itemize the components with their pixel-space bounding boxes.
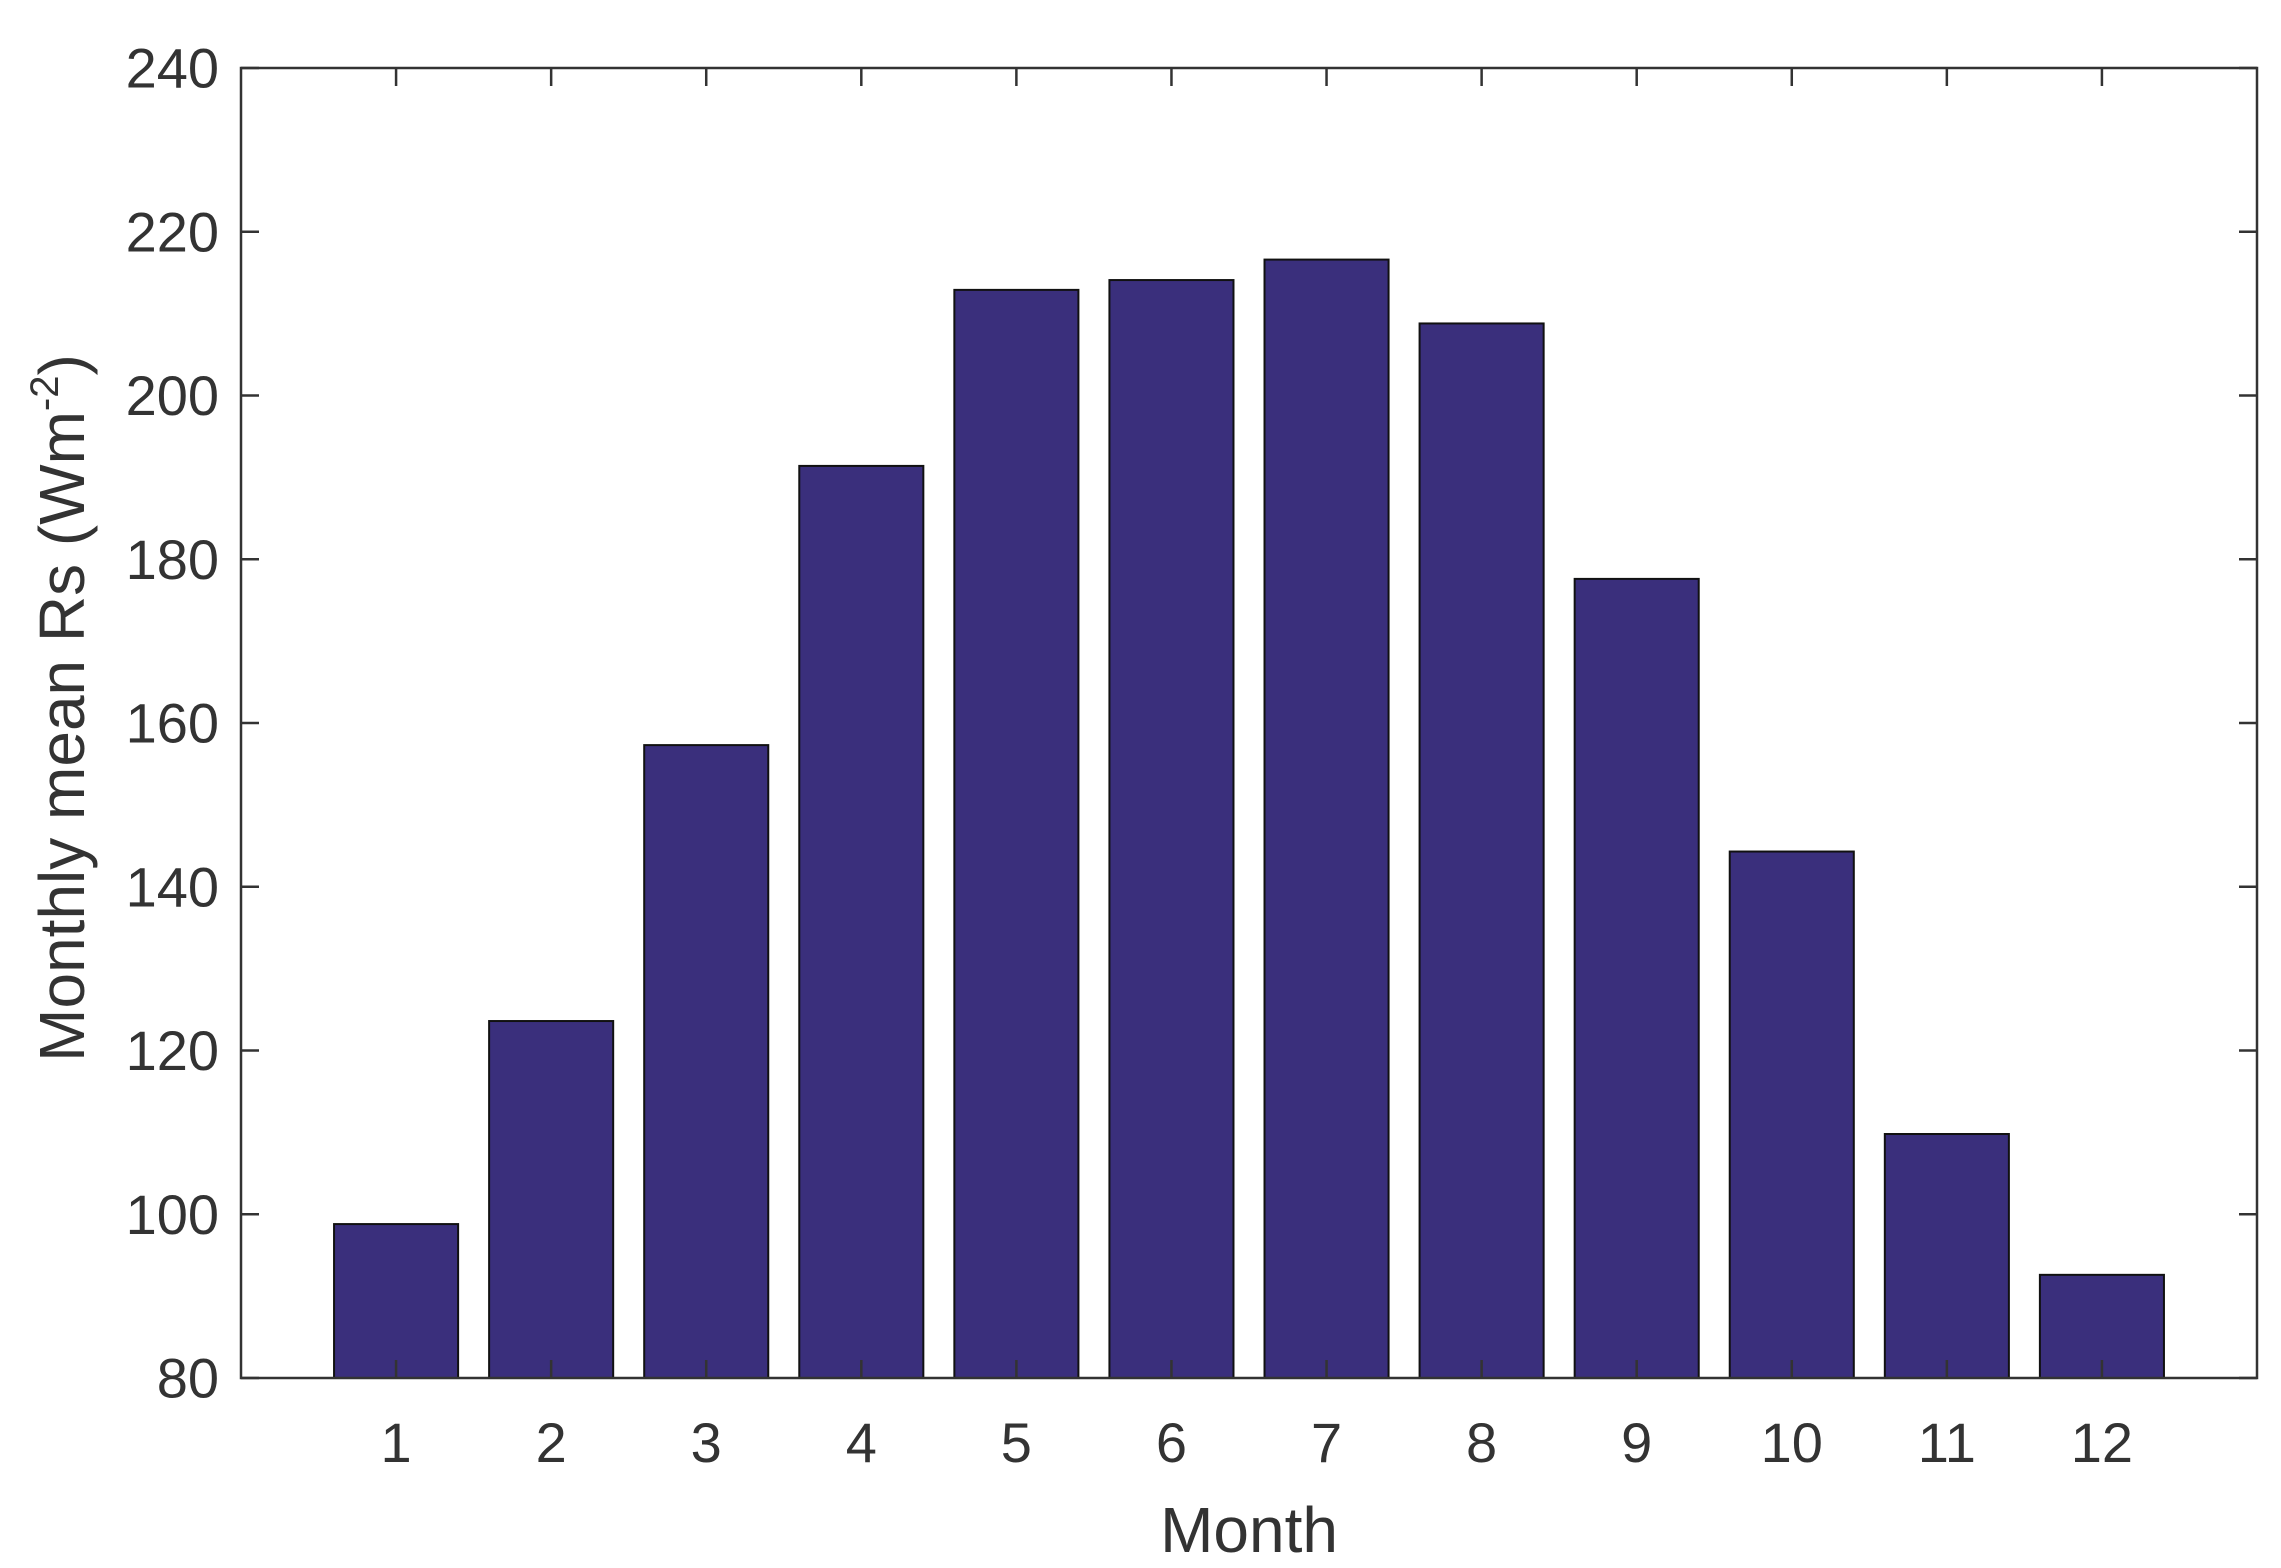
bar-month-8 [1418,322,1545,1380]
x-tick-label: 9 [1621,1411,1652,1474]
y-tick-label: 220 [126,200,219,263]
bars-layer [333,258,2165,1380]
x-tick-label: 1 [380,1411,411,1474]
y-tick-label: 200 [126,364,219,427]
bar-month-10 [1728,850,1855,1379]
bar-month-6 [1108,279,1235,1379]
y-tick-label: 180 [126,528,219,591]
x-tick-label: 5 [1001,1411,1032,1474]
y-tick-label: 80 [157,1347,219,1410]
bar-month-4 [798,464,925,1380]
bar-month-5 [953,288,1080,1379]
bar-month-2 [488,1020,615,1380]
axes-layer [239,66,2259,1380]
bar-month-9 [1573,577,1700,1379]
x-tick-label: 11 [1918,1411,1976,1474]
x-tick-label: 4 [846,1411,877,1474]
y-tick-label: 140 [126,855,219,918]
y-tick-label: 100 [126,1183,219,1246]
x-tick-label: 6 [1156,1411,1187,1474]
x-tick-label: 2 [536,1411,567,1474]
x-tick-label: 3 [691,1411,722,1474]
x-tick-label: 8 [1466,1411,1497,1474]
x-axis-title: Month [1160,1494,1338,1563]
bar-month-3 [643,744,770,1379]
x-tick-label: 7 [1311,1411,1342,1474]
y-axis-title: Monthly mean Rs (Wm-2) [23,354,98,1062]
bar-month-7 [1263,258,1390,1380]
bar-month-11 [1883,1133,2010,1380]
y-tick-label: 120 [126,1019,219,1082]
y-tick-label: 240 [126,37,219,100]
x-tick-label: 12 [2071,1411,2133,1474]
y-tick-label: 160 [126,692,219,755]
x-tick-label: 10 [1761,1411,1823,1474]
bar-month-1 [333,1223,460,1379]
